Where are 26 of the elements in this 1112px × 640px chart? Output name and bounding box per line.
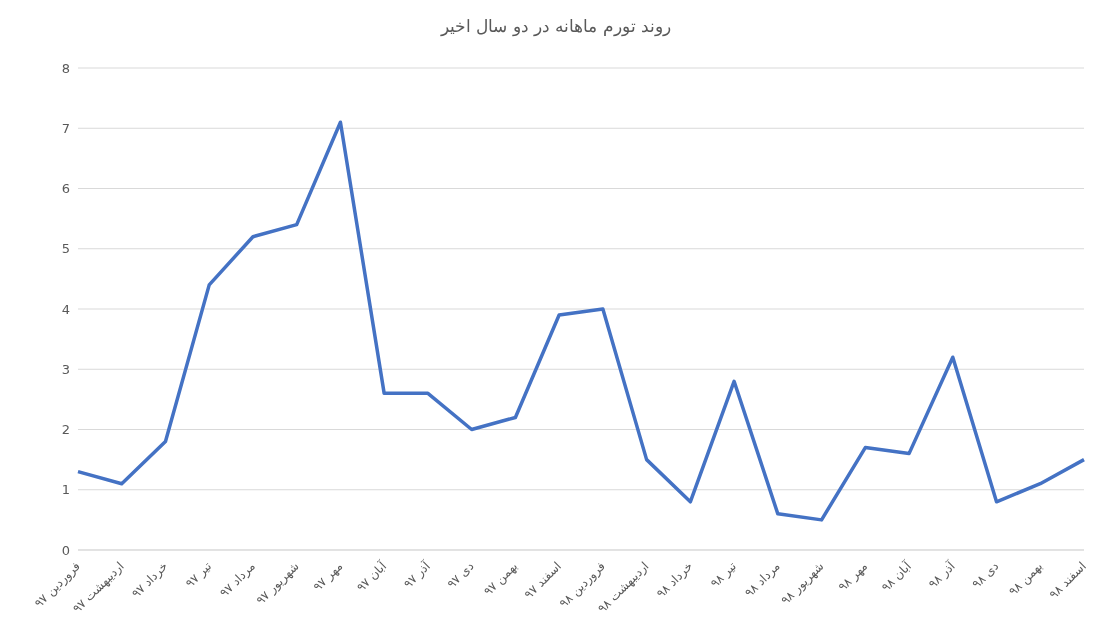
x-tick-label: دی ۹۷ (444, 559, 477, 592)
x-tick-label: تیر ۹۸ (707, 559, 740, 592)
x-tick-label: مهر ۹۷ (310, 559, 347, 595)
line-series (76, 120, 1086, 522)
x-tick-label: آذر ۹۷ (400, 557, 435, 592)
y-tick-label: 1 (61, 482, 70, 498)
x-tick-label: آبان ۹۸ (878, 557, 915, 595)
y-tick-label: 2 (61, 422, 70, 438)
y-tick-label: 5 (61, 241, 70, 257)
x-tick-label: آذر ۹۸ (925, 557, 959, 592)
x-tick-label: خرداد ۹۷ (128, 559, 172, 602)
chart-title: روند تورم ماهانه در دو سال اخیر (439, 15, 673, 39)
x-tick-label: بهمن ۹۷ (480, 559, 522, 600)
y-tick-label: 8 (61, 60, 70, 76)
x-tick-label: تیر ۹۷ (182, 559, 215, 592)
x-tick-label: مهر ۹۸ (835, 559, 871, 595)
x-tick-label: آبان ۹۷ (353, 557, 390, 595)
y-tick-label: 0 (61, 542, 70, 558)
x-tick-label: بهمن ۹۸ (1005, 559, 1046, 600)
x-tick-label: اسفند ۹۸ (1046, 559, 1089, 602)
x-tick-label: دی ۹۸ (969, 559, 1002, 592)
y-tick-label: 7 (61, 120, 70, 136)
y-tick-label: 3 (61, 361, 70, 377)
y-tick-label: 4 (61, 301, 70, 317)
x-tick-label: خرداد ۹۸ (653, 559, 696, 602)
y-tick-label: 6 (61, 181, 70, 197)
